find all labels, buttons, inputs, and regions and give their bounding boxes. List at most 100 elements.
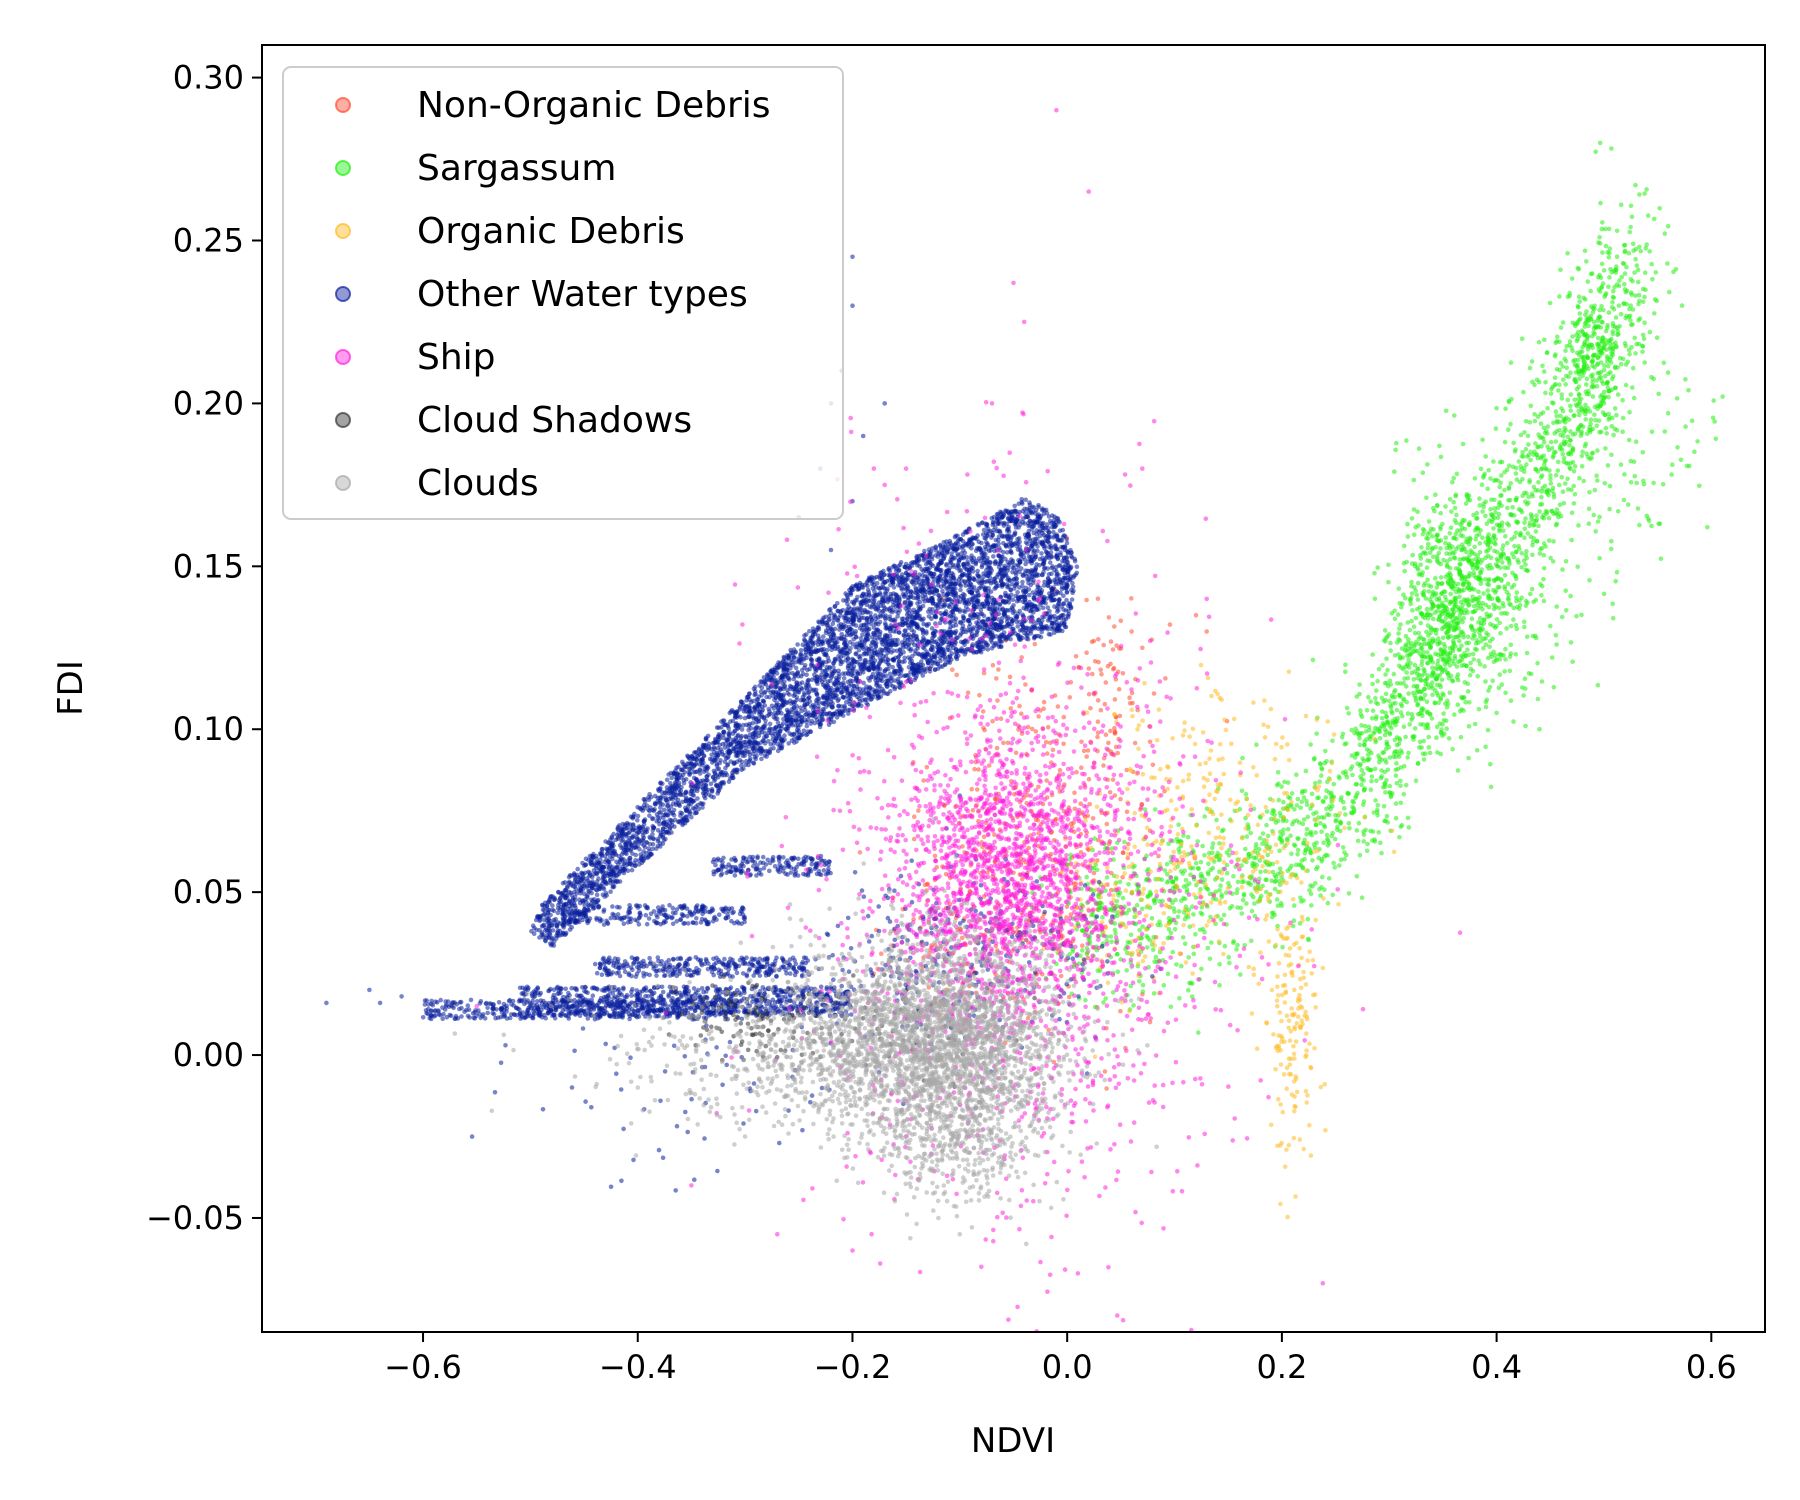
data-point-sargassum [1607, 275, 1612, 280]
data-point-sargassum [1433, 576, 1438, 581]
data-point-sargassum [1264, 822, 1269, 828]
data-point-sargassum [1464, 493, 1470, 499]
data-point-sargassum [1398, 783, 1403, 789]
data-point-sargassum [1299, 790, 1305, 795]
data-point-sargassum [1508, 698, 1514, 703]
data-point-organic-debris [1265, 894, 1271, 899]
data-point-organic-debris [1218, 782, 1223, 787]
data-point-sargassum [1481, 473, 1486, 479]
data-point-non-organic-debris [1163, 676, 1168, 681]
data-point-sargassum [1436, 550, 1442, 556]
data-point-organic-debris [1274, 998, 1280, 1003]
data-point-sargassum [1191, 951, 1197, 957]
data-point-sargassum [1568, 452, 1574, 457]
data-point-sargassum [1560, 434, 1566, 439]
data-point-organic-debris [1225, 885, 1231, 891]
data-point-sargassum [1196, 1030, 1201, 1035]
data-point-sargassum [1140, 924, 1145, 929]
data-point-sargassum [1416, 712, 1421, 717]
data-point-sargassum [1209, 940, 1214, 945]
data-point-organic-debris [1274, 859, 1280, 865]
data-point-sargassum [1411, 624, 1417, 629]
data-point-sargassum [1447, 543, 1452, 549]
data-point-organic-debris [1206, 830, 1212, 836]
data-point-sargassum [1275, 923, 1280, 929]
data-point-sargassum [1446, 736, 1452, 741]
data-point-sargassum [1610, 300, 1615, 305]
data-point-sargassum [1368, 699, 1373, 704]
data-point-sargassum [1593, 149, 1598, 155]
data-point-sargassum [1670, 462, 1675, 468]
data-point-sargassum [1504, 626, 1509, 631]
data-point-sargassum [1296, 836, 1301, 842]
data-point-sargassum [1383, 818, 1388, 823]
data-point-non-organic-debris [1057, 767, 1063, 773]
data-point-sargassum [1560, 567, 1565, 572]
data-point-non-organic-debris [1029, 726, 1035, 732]
data-point-organic-debris [1272, 756, 1278, 762]
data-point-sargassum [1642, 320, 1647, 326]
data-point-sargassum [1363, 729, 1369, 734]
data-point-organic-debris [1314, 817, 1319, 823]
data-point-sargassum [1495, 505, 1501, 511]
data-point-sargassum [1388, 794, 1394, 800]
data-point-sargassum [1404, 653, 1410, 658]
data-point-organic-debris [1198, 662, 1204, 668]
data-point-organic-debris [1144, 825, 1150, 831]
data-point-sargassum [1514, 549, 1519, 555]
data-point-organic-debris [1281, 815, 1287, 820]
data-point-organic-debris [1286, 757, 1292, 763]
data-point-sargassum [1483, 513, 1488, 519]
data-point-organic-debris [1273, 842, 1279, 848]
data-point-organic-debris [1135, 948, 1141, 954]
data-point-sargassum [1565, 461, 1571, 466]
data-point-sargassum [1398, 622, 1403, 627]
data-point-non-organic-debris [990, 718, 995, 724]
data-point-sargassum [1170, 949, 1176, 955]
data-point-sargassum [1415, 701, 1421, 707]
data-point-sargassum [1542, 483, 1548, 489]
data-point-organic-debris [1280, 1109, 1285, 1115]
data-point-sargassum [1304, 802, 1310, 808]
data-point-sargassum [1231, 874, 1236, 879]
data-point-sargassum [1268, 816, 1274, 822]
data-point-organic-debris [1275, 1003, 1280, 1009]
data-point-sargassum [1606, 310, 1612, 315]
data-point-sargassum [1453, 494, 1458, 499]
data-point-non-organic-debris [1147, 1019, 1153, 1025]
data-point-organic-debris [1142, 680, 1147, 686]
data-point-sargassum [1580, 424, 1586, 430]
data-point-sargassum [1421, 637, 1427, 643]
data-point-sargassum [1601, 591, 1607, 597]
data-point-sargassum [1275, 903, 1281, 908]
data-point-sargassum [1536, 523, 1541, 529]
data-point-sargassum [1689, 418, 1695, 424]
data-point-non-organic-debris [1050, 747, 1056, 753]
data-point-sargassum [1484, 697, 1490, 703]
data-point-sargassum [1618, 202, 1624, 208]
data-point-sargassum [1241, 893, 1247, 898]
data-point-sargassum [1488, 612, 1493, 618]
data-point-sargassum [1461, 597, 1467, 602]
data-point-organic-debris [1209, 693, 1214, 699]
data-point-sargassum [1314, 866, 1319, 872]
data-point-organic-debris [1288, 1056, 1294, 1062]
data-point-sargassum [1599, 429, 1604, 435]
data-point-sargassum [1364, 708, 1370, 713]
data-point-sargassum [1432, 508, 1437, 514]
data-point-sargassum [1342, 850, 1347, 855]
data-point-sargassum [1600, 338, 1605, 343]
data-point-sargassum [1152, 807, 1158, 812]
data-point-organic-debris [1215, 825, 1221, 831]
data-point-sargassum [1256, 847, 1262, 852]
data-point-sargassum [1421, 696, 1426, 702]
data-point-non-organic-debris [1095, 734, 1100, 740]
data-point-sargassum [1100, 915, 1105, 920]
data-point-non-organic-debris [976, 818, 981, 824]
data-point-non-organic-debris [1112, 729, 1118, 734]
data-point-sargassum [1519, 595, 1524, 601]
data-point-sargassum [1640, 450, 1646, 455]
data-point-sargassum [1433, 665, 1439, 671]
data-point-non-organic-debris [932, 853, 938, 859]
data-point-organic-debris [1183, 960, 1189, 965]
